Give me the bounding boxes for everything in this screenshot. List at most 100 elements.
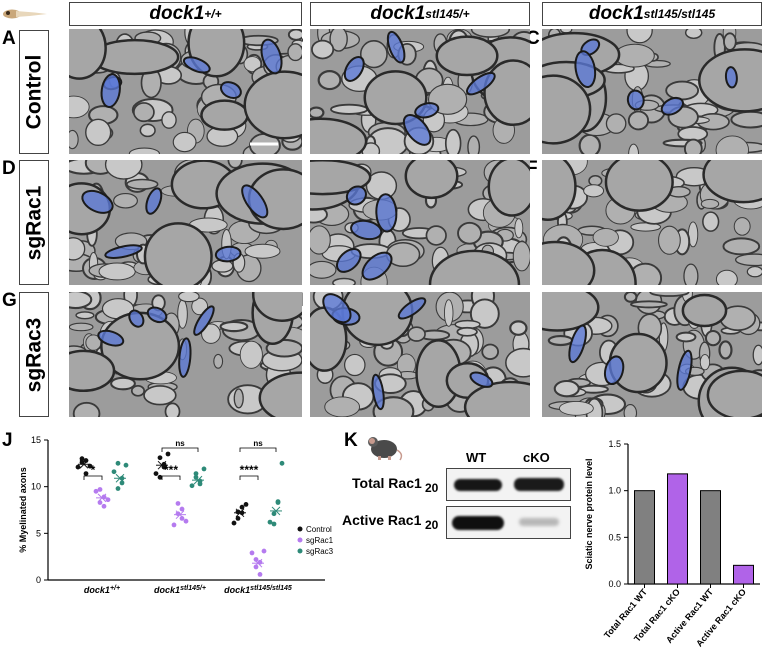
significance-label: ns [253, 439, 263, 448]
column-header-sup: stl145/+ [425, 7, 470, 21]
data-point [193, 471, 199, 476]
data-point [193, 474, 199, 480]
data-point [275, 499, 281, 504]
row-header-control: Control [19, 30, 49, 154]
panel-label-j: J [2, 430, 13, 451]
data-point [101, 503, 107, 509]
column-header-het: dock1 stl145/+ [310, 2, 530, 26]
data-point [75, 464, 81, 470]
panel-label-f: F [526, 158, 538, 179]
column-header-hom: dock1 stl145/stl145 [542, 2, 762, 26]
y-tick-label: 0.0 [608, 579, 621, 589]
data-point [157, 474, 163, 480]
legend-label: Control [306, 525, 332, 534]
bar [733, 564, 754, 585]
em-image-e [310, 160, 530, 285]
data-point [105, 497, 111, 503]
data-point [97, 487, 103, 492]
significance-label: *** [164, 463, 178, 477]
data-point [279, 460, 285, 466]
em-image-h [310, 292, 530, 417]
data-point [179, 506, 185, 512]
panel-label-k: K [344, 430, 358, 451]
y-axis-label: Sciatic nerve protein level [584, 458, 594, 569]
bar [667, 473, 688, 585]
data-point [123, 462, 129, 468]
data-point [115, 460, 121, 466]
blot-mw-marker-active: 20 [425, 518, 439, 532]
data-point [271, 521, 277, 527]
data-point [243, 502, 249, 507]
data-point [201, 466, 207, 472]
blot-row-label-active-rac1: Active Rac1 [342, 512, 422, 528]
data-point [157, 455, 163, 461]
legend-marker [297, 548, 303, 554]
data-point [231, 520, 237, 526]
bar [700, 490, 721, 585]
blot-band-total-cko [514, 478, 564, 491]
data-point [261, 548, 267, 554]
blot-lane-label-cko: cKO [523, 450, 550, 465]
significance-bracket [239, 447, 277, 452]
data-point [249, 550, 255, 556]
blot-mw-marker-total: 20 [425, 481, 439, 495]
data-point [115, 486, 121, 491]
data-point [257, 572, 263, 577]
blot-band-active-wt [452, 516, 504, 530]
data-point [183, 518, 189, 524]
mean-marker [157, 460, 167, 470]
legend-label: sgRac3 [306, 547, 334, 556]
significance-label: * [91, 463, 96, 477]
zebrafish-larva-icon [2, 7, 48, 21]
y-tick-label: 5 [36, 528, 41, 538]
data-point [111, 469, 117, 475]
y-tick-label: 15 [31, 435, 41, 445]
blot-strip-active-rac1 [446, 506, 571, 539]
group-label: dock1stl145/+ [154, 585, 206, 595]
column-header-base: dock1 [149, 3, 205, 24]
panel-label-d: D [2, 158, 16, 179]
y-tick-label: 0.5 [608, 532, 621, 542]
y-tick-label: 10 [31, 482, 41, 492]
data-point [267, 519, 273, 525]
significance-bracket [83, 475, 103, 480]
panel-label-g: G [2, 290, 17, 311]
group-label: dock1+/+ [84, 585, 120, 595]
data-point [165, 451, 171, 457]
y-tick-label: 0 [36, 575, 41, 585]
significance-label: **** [240, 463, 259, 477]
data-point [93, 488, 99, 494]
mean-marker [175, 510, 185, 520]
mean-marker [193, 475, 203, 485]
data-point [83, 471, 89, 476]
legend-marker [297, 537, 303, 543]
column-header-sup: stl145/stl145 [643, 7, 716, 21]
data-point [189, 483, 195, 489]
group-label: dock1stl145/stl145 [224, 585, 292, 595]
legend-marker [297, 526, 303, 532]
row-header-sgrac3: sgRac3 [19, 292, 49, 417]
column-header-wt: dock1 +/+ [69, 2, 302, 26]
data-point [87, 463, 93, 469]
data-point [171, 522, 177, 528]
legend-label: sgRac1 [306, 536, 334, 545]
data-point [79, 456, 85, 462]
panel-label-a: A [2, 28, 16, 49]
column-header-base: dock1 [370, 3, 426, 24]
blot-band-total-wt [454, 479, 502, 491]
mean-marker [79, 459, 89, 469]
blot-lane-label-wt: WT [466, 450, 487, 465]
significance-label: ns [175, 439, 185, 448]
data-point [235, 516, 241, 521]
data-point [175, 501, 181, 506]
mean-marker [253, 558, 263, 568]
significance-bracket [239, 475, 259, 480]
em-image-f [542, 160, 762, 285]
bar [634, 490, 655, 585]
y-tick-label: 1.5 [608, 439, 621, 449]
em-image-i [542, 292, 762, 417]
column-header-base: dock1 [588, 3, 644, 24]
mean-marker [97, 493, 107, 503]
